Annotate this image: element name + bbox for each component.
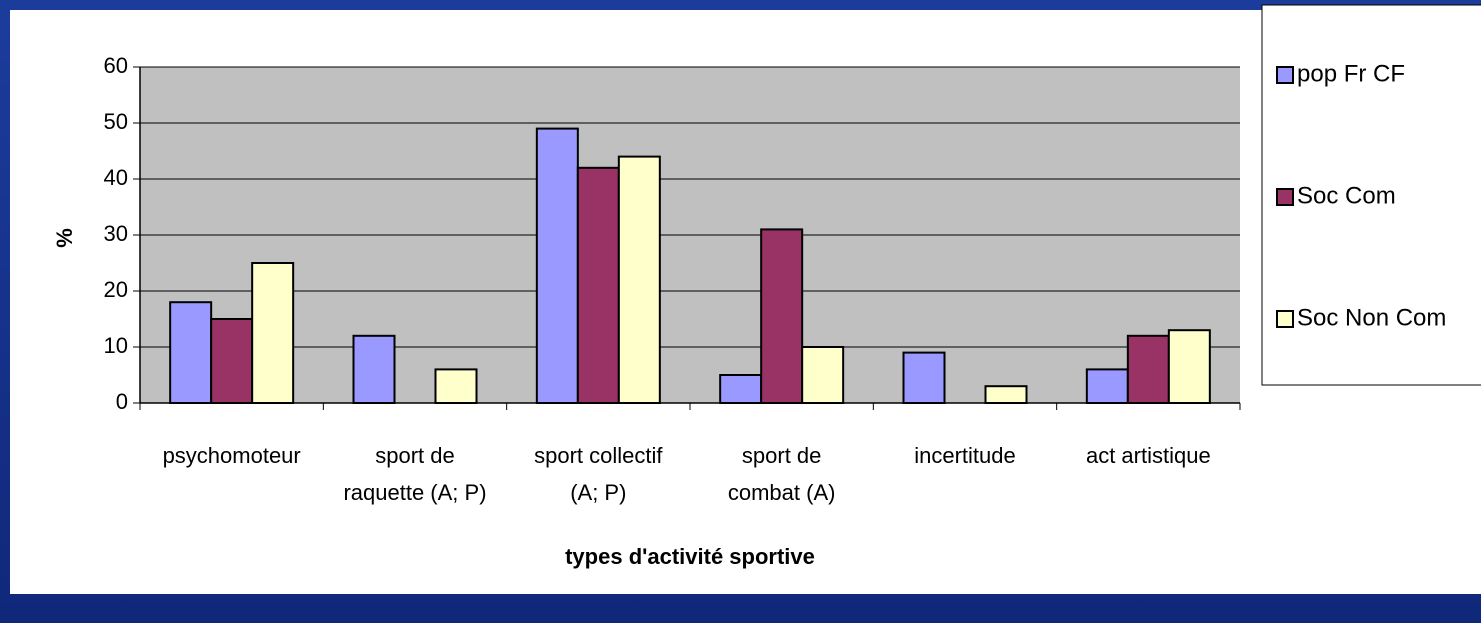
y-tick-label: 40: [104, 165, 128, 190]
y-axis-title: %: [52, 228, 77, 248]
bar: [576, 166, 620, 404]
legend-swatch: [1276, 66, 1294, 84]
x-tick-label: psychomoteur: [162, 443, 301, 468]
legend-box: [1261, 4, 1481, 386]
x-tick-label: incertitude: [914, 443, 1016, 468]
bar: [1126, 334, 1170, 404]
x-tick-label: sport de raquette (A; P): [343, 443, 487, 505]
legend-label: pop Fr CF: [1297, 60, 1405, 87]
bar: [801, 346, 845, 404]
y-tick-label: 0: [116, 389, 128, 414]
bar: [434, 368, 478, 404]
bar: [984, 385, 1028, 405]
bar: [251, 262, 295, 404]
x-axis-title: types d'activité sportive: [565, 544, 815, 569]
bar: [617, 155, 661, 404]
legend-swatch: [1276, 188, 1294, 206]
y-tick-label: 30: [104, 221, 128, 246]
bar: [169, 301, 213, 405]
x-tick-label: sport de combat (A): [727, 443, 836, 505]
y-tick-label: 20: [104, 277, 128, 302]
x-tick-label: act artistique: [1085, 443, 1211, 468]
x-tick-label: sport collectif (A; P): [534, 443, 663, 505]
bar: [210, 318, 254, 404]
y-tick-label: 60: [104, 53, 128, 78]
bar: [719, 374, 763, 404]
bar: [760, 228, 804, 404]
bar: [352, 334, 396, 404]
bar: [535, 127, 579, 404]
bar: [1085, 368, 1129, 404]
y-tick-label: 10: [104, 333, 128, 358]
legend-label: Soc Com: [1297, 182, 1396, 209]
legend-swatch: [1276, 310, 1294, 328]
bar: [902, 351, 946, 405]
legend-label: Soc Non Com: [1297, 304, 1446, 331]
y-tick-label: 50: [104, 109, 128, 134]
bar: [1167, 329, 1211, 405]
